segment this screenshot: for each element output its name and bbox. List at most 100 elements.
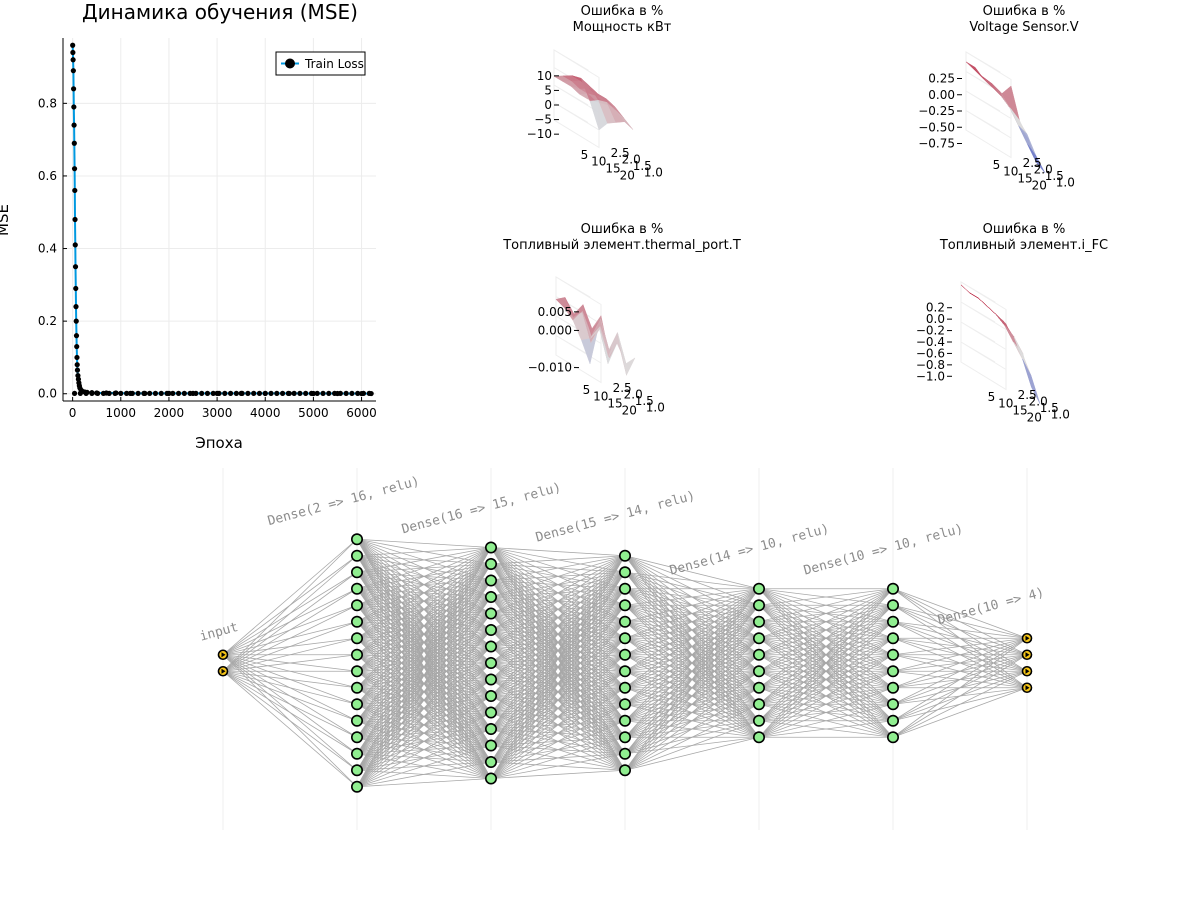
network-edge [222, 670, 358, 771]
network-edge [222, 670, 358, 738]
loss-data-point [72, 187, 78, 194]
neuron-node [618, 665, 631, 678]
network-edge [222, 670, 358, 722]
neuron-node [350, 714, 363, 727]
network-edge [624, 588, 760, 722]
network-edge [222, 621, 358, 672]
network-edge [356, 761, 492, 788]
network-edge [758, 588, 894, 738]
loss-data-point [349, 390, 355, 396]
z-tick-label: 0.25 [928, 72, 955, 86]
loss-data-point [360, 390, 367, 396]
network-edge [356, 547, 492, 573]
z-tick-label: 0.005 [538, 305, 572, 319]
neuron-node [618, 648, 631, 661]
loss-data-point [297, 390, 303, 396]
neuron-node [484, 673, 497, 686]
network-edge [490, 753, 626, 779]
x-tick-label: 10 [998, 397, 1013, 411]
network-edge [758, 588, 894, 689]
y-tick-label: 1.5 [633, 159, 652, 173]
loss-chart: Динамика обучения (MSE) 0 1000 2000 3000 4000… [0, 0, 377, 452]
network-edge [624, 588, 760, 738]
loss-data-point [70, 57, 76, 63]
neuron-node [350, 780, 363, 793]
network-edge [356, 547, 492, 606]
neuron-node [886, 665, 899, 678]
x-tick-label: 10 [1003, 165, 1018, 179]
network-edge [356, 547, 492, 623]
z-tick-label: 0.00 [928, 88, 955, 102]
legend-entry: Train Loss [304, 57, 364, 71]
loss-data-point [71, 166, 78, 172]
network-edge [624, 670, 760, 771]
network-edge [490, 547, 626, 557]
network-edge [222, 670, 358, 788]
layer-label: input [198, 620, 240, 645]
loss-data-point [152, 390, 159, 396]
y-tick-label: 1.0 [1051, 408, 1070, 422]
loss-data-point [70, 49, 76, 56]
z-tick-label: −0.50 [918, 120, 955, 134]
neuron-node [752, 615, 765, 628]
loss-data-point [70, 42, 76, 48]
y-tick-label: 2.0 [624, 388, 643, 402]
surface-plot-current: Ошибка в %Топливный элемент.i_FC0.20.0−0… [916, 222, 1108, 424]
z-tick-label: −0.010 [528, 361, 572, 375]
network-edge [490, 555, 626, 746]
neuron-node [484, 623, 497, 636]
network-edge [758, 720, 894, 738]
surface-patch [1022, 358, 1041, 404]
loss-data-point [74, 354, 80, 361]
loss-data-point [204, 390, 211, 396]
network-edge [222, 538, 358, 656]
surface-patch [615, 110, 634, 130]
network-edge [356, 547, 492, 705]
loss-data-point [268, 390, 274, 396]
x-tick-label: 1000 [106, 406, 137, 420]
neuron-node [752, 665, 765, 678]
loss-data-point [193, 390, 199, 396]
neuron-node [618, 747, 631, 760]
surface-plot-voltage: Ошибка в %Voltage Sensor.V 0.25 0.00 −0.25 −… [918, 4, 1079, 192]
loss-data-point [343, 390, 349, 396]
neuron-node [752, 632, 765, 645]
surface-title-line-2: Мощность кВт [573, 20, 672, 35]
z-tick-label: 0 [544, 98, 552, 112]
network-edge [892, 604, 1028, 639]
network-edge [356, 547, 492, 689]
neuron-node [350, 632, 363, 645]
loss-data-point [100, 390, 107, 396]
network-edge [624, 555, 760, 590]
network-edge [624, 604, 760, 771]
network-edge [490, 555, 626, 565]
loss-data-point [106, 390, 112, 396]
network-edge [356, 547, 492, 787]
y-tick-label: 2.5 [1023, 156, 1042, 170]
network-edge [892, 637, 1028, 722]
io-node-arrow [1025, 685, 1030, 691]
network-edge [356, 563, 492, 787]
surface-grid-line [553, 102, 600, 131]
network-edge [758, 604, 894, 738]
network-edge [356, 745, 492, 788]
x-tick-label: 15 [1012, 404, 1027, 418]
y-tick-label: 0.2 [38, 314, 57, 328]
surface-title-line-1: Ошибка в % [581, 4, 664, 19]
x-tick-label: 5 [993, 158, 1001, 172]
loss-data-point [73, 318, 79, 324]
loss-data-point [274, 390, 280, 396]
neuron-node [350, 764, 363, 777]
neuron-node [350, 681, 363, 694]
loss-data-point [239, 390, 245, 396]
surface-grid-line [960, 301, 1007, 330]
loss-data-point [118, 390, 124, 396]
surface-title-line-1: Ошибка в % [983, 222, 1066, 237]
z-tick-label: −0.6 [916, 346, 945, 360]
loss-data-point [158, 390, 164, 396]
x-tick-label: 5000 [298, 406, 329, 420]
loss-data-point [170, 390, 176, 396]
surface-grid-line [960, 341, 1007, 370]
